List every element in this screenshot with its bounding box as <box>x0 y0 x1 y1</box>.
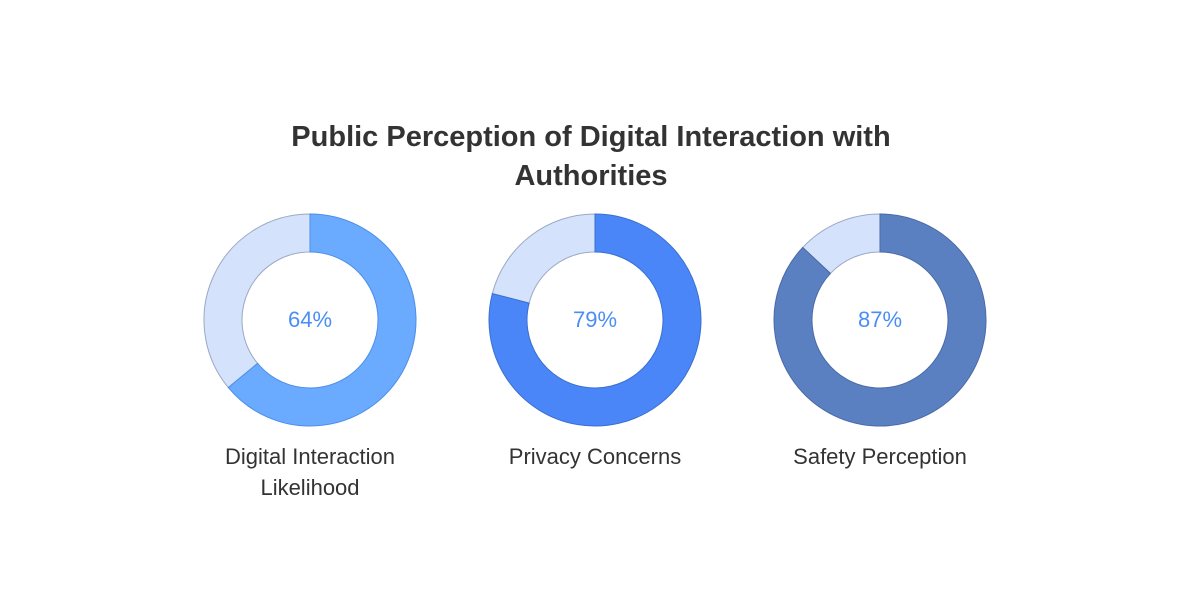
donut-segment <box>773 213 987 427</box>
category-label: Digital Interaction Likelihood <box>225 444 395 500</box>
donut-chart: 87% <box>773 213 987 427</box>
donut-segment <box>488 213 702 427</box>
value-label: 79% <box>573 307 617 332</box>
donut-remainder <box>491 213 596 304</box>
category-label: Privacy Concerns <box>508 444 682 469</box>
value-label: 64% <box>288 307 332 332</box>
value-label: 87% <box>858 307 902 332</box>
chart-title: Public Perception of Digital Interaction… <box>291 121 891 192</box>
donut-remainder <box>203 213 311 389</box>
category-label: Safety Perception <box>793 444 967 469</box>
donut-chart: 64% <box>203 213 417 427</box>
donut-chart: 79% <box>488 213 702 427</box>
donut-segment <box>227 213 417 427</box>
